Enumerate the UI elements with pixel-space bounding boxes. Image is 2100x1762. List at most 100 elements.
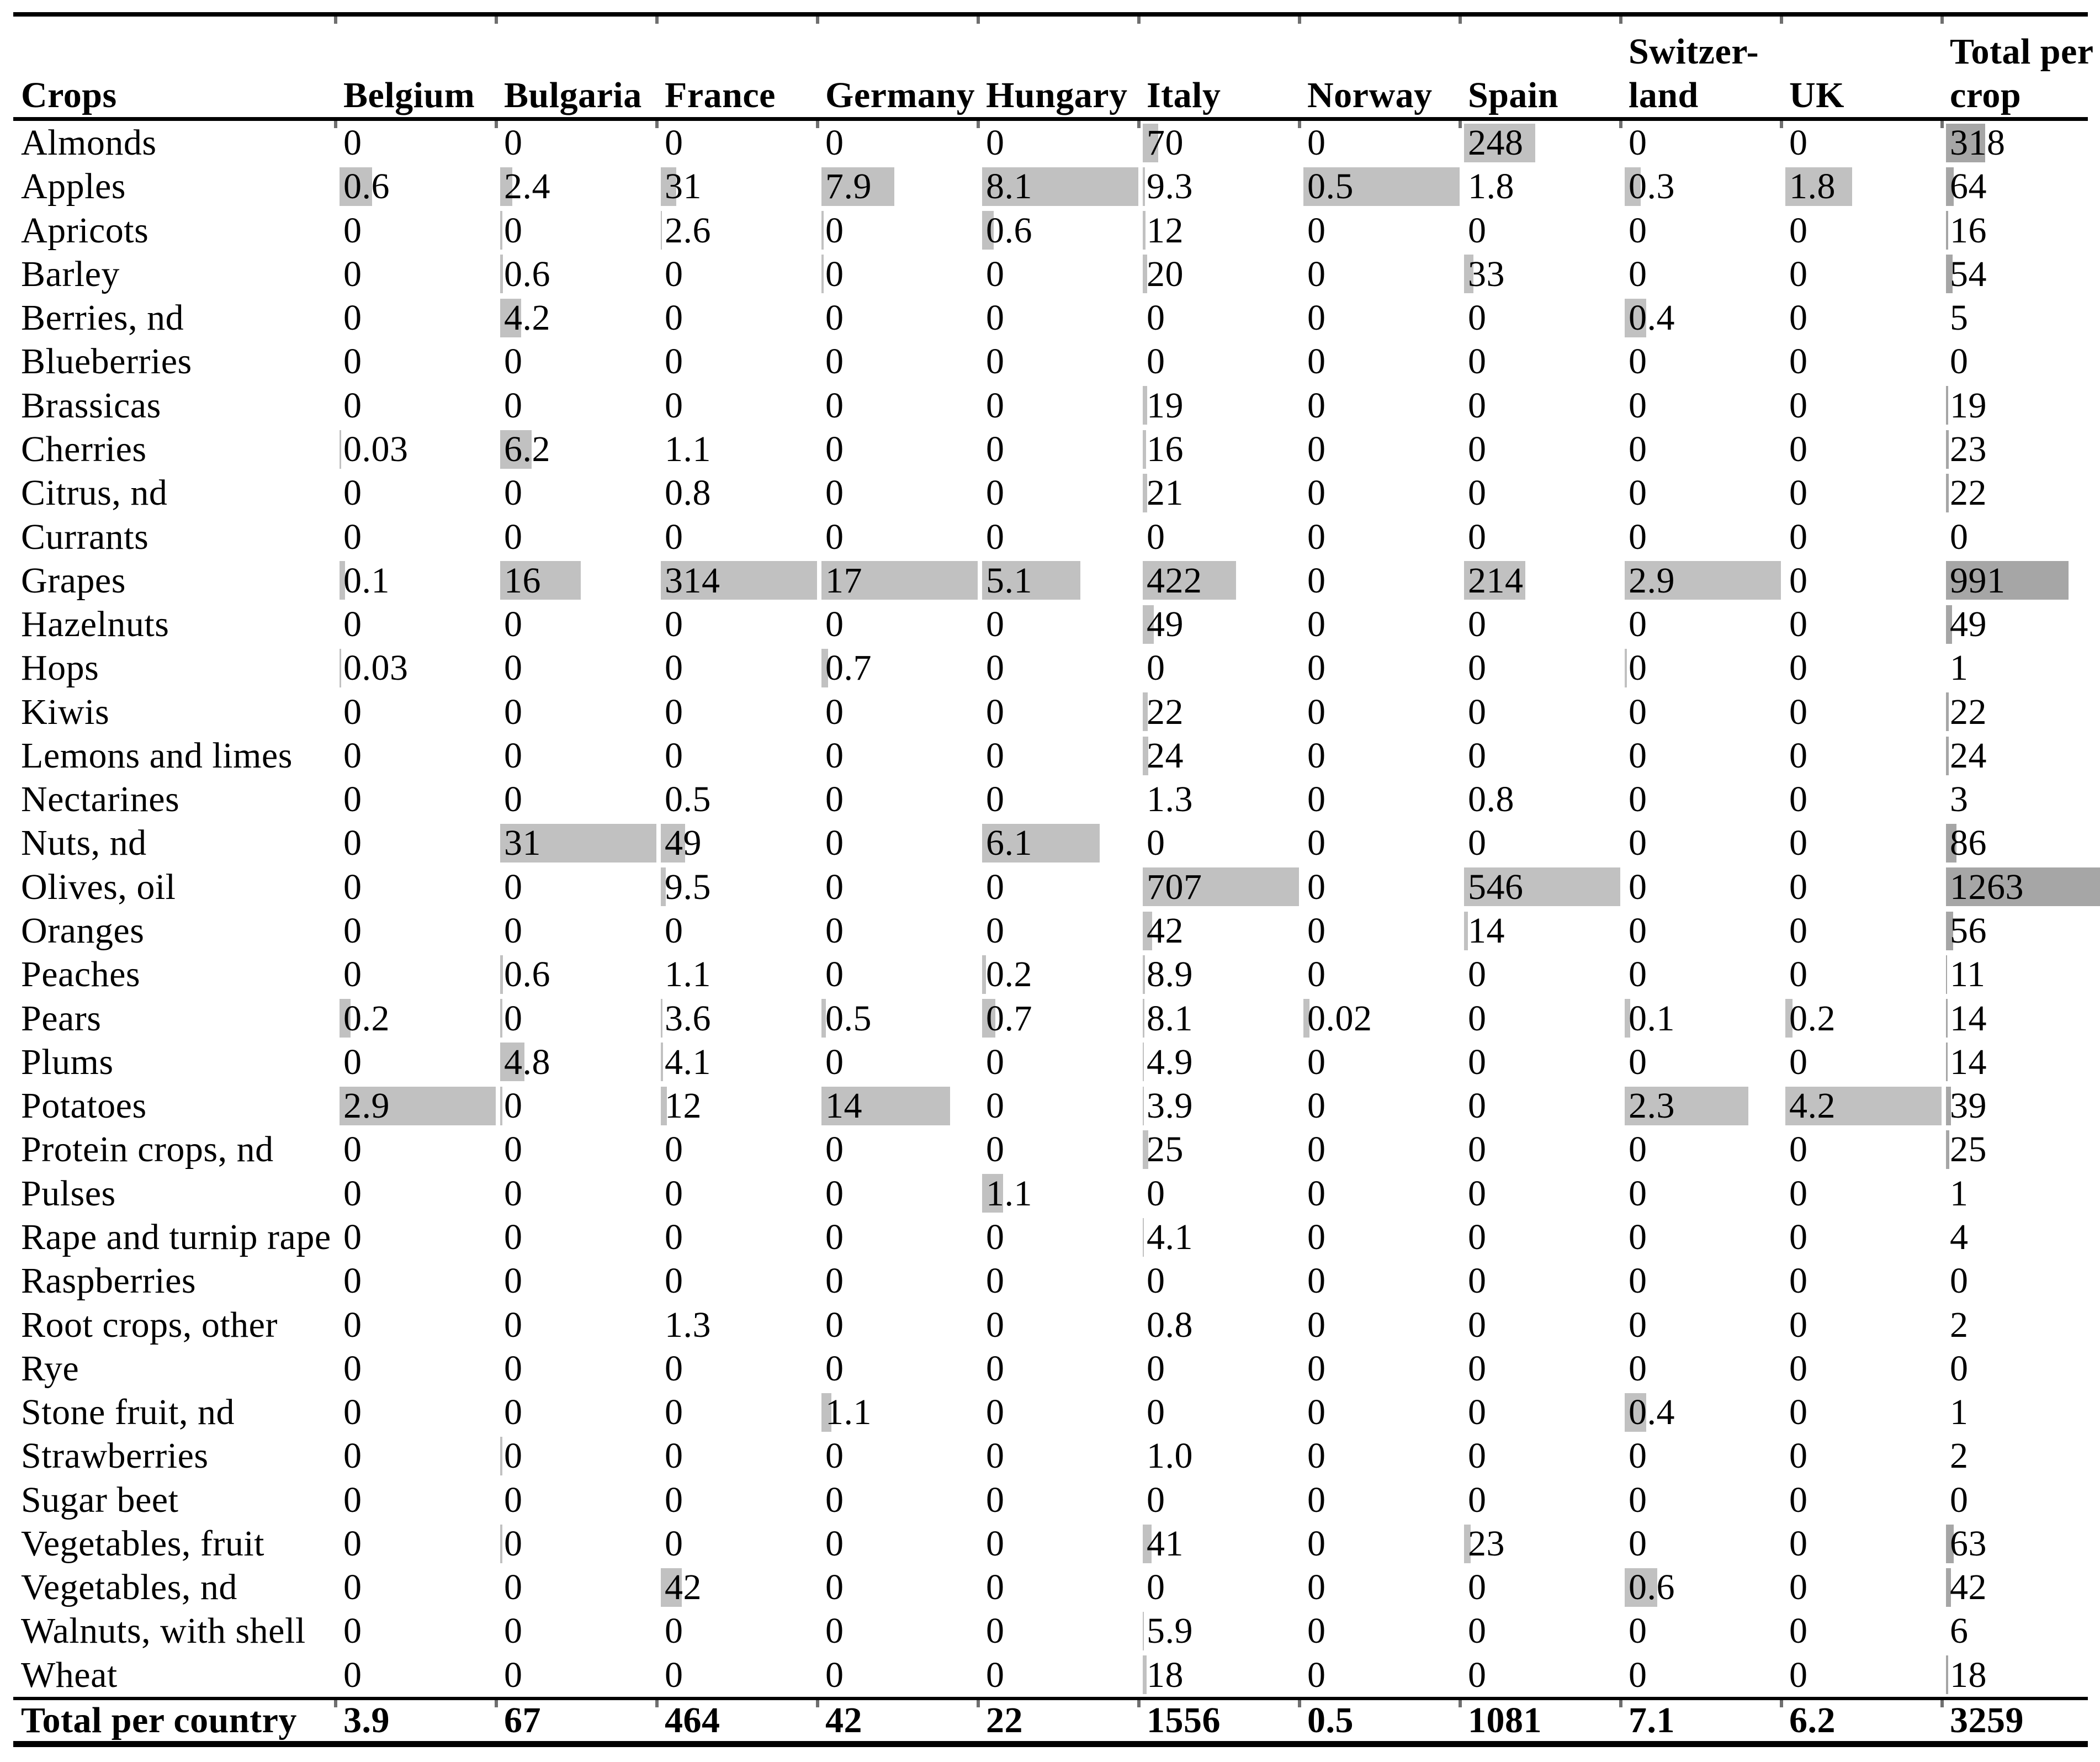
value-cell: 14 <box>1468 911 1505 951</box>
value-cell: 0 <box>1307 516 1326 557</box>
top-rule <box>13 12 2088 17</box>
value-cell: 0 <box>1468 1261 1487 1301</box>
table-row: Pulses 0 0 0 0 1.1 0 0 0 0 0 1 <box>0 1172 2100 1215</box>
value-cell: 0 <box>1307 123 1326 163</box>
value-cell: 0 <box>343 1479 362 1520</box>
data-bar <box>1625 561 1781 600</box>
value-cell: 9.3 <box>1147 166 1193 207</box>
value-cell: 0 <box>1468 1086 1487 1126</box>
data-bar <box>500 211 502 250</box>
value-cell: 0 <box>1629 1304 1647 1345</box>
data-bar <box>1946 167 1954 206</box>
table-row: Root crops, other 0 0 1.3 0 0 0.8 0 0 0 0 2 <box>0 1303 2100 1347</box>
value-cell: 0 <box>825 911 844 951</box>
value-cell: 19 <box>1147 385 1184 426</box>
value-cell: 3 <box>1950 779 1969 820</box>
data-bar <box>1143 561 1236 600</box>
value-cell: 12 <box>665 1086 702 1126</box>
value-cell: 22 <box>1950 691 1987 732</box>
table-row: Vegetables, fruit 0 0 0 0 0 41 0 23 0 0 63 <box>0 1522 2100 1565</box>
value-cell: 0 <box>1950 1479 1969 1520</box>
value-cell: 0 <box>1147 1567 1165 1608</box>
data-bar <box>1625 1568 1657 1607</box>
value-cell: 0.02 <box>1307 998 1372 1039</box>
boundary-tick <box>1940 121 1944 128</box>
column-header: crop <box>1950 75 2022 115</box>
data-bar <box>1785 1086 1942 1125</box>
value-cell: 0 <box>1629 1173 1647 1214</box>
value-cell: 248 <box>1468 123 1524 163</box>
value-cell: 0 <box>1147 1392 1165 1433</box>
data-bar <box>1143 911 1152 950</box>
crop-label: Rye <box>21 1348 79 1389</box>
value-cell: 0 <box>1789 473 1808 514</box>
boundary-tick <box>816 1700 819 1707</box>
value-cell: 0 <box>1307 1261 1326 1301</box>
value-cell: 0 <box>986 779 1005 820</box>
value-cell: 0 <box>986 385 1005 426</box>
total-value-cell: 42 <box>825 1700 862 1740</box>
crop-label: Blueberries <box>21 341 192 382</box>
value-cell: 0 <box>986 1261 1005 1301</box>
value-cell: 314 <box>665 560 720 601</box>
value-cell: 0 <box>986 428 1005 469</box>
value-cell: 318 <box>1950 123 2006 163</box>
data-bar <box>1143 211 1146 250</box>
value-cell: 0.6 <box>504 253 550 294</box>
value-cell: 0 <box>1307 1654 1326 1695</box>
table-row: Barley 0 0.6 0 0 0 20 0 33 0 0 54 <box>0 252 2100 296</box>
value-cell: 42 <box>665 1567 702 1608</box>
crop-label: Peaches <box>21 954 141 995</box>
boundary-tick <box>1619 121 1622 128</box>
value-cell: 56 <box>1950 911 1987 951</box>
value-cell: 0 <box>504 516 523 557</box>
value-cell: 0 <box>986 1654 1005 1695</box>
value-cell: 0.4 <box>1629 298 1675 338</box>
data-bar <box>1946 1655 1948 1695</box>
value-cell: 0 <box>1307 1216 1326 1257</box>
column-header: Belgium <box>343 75 475 115</box>
data-bar <box>1946 1524 1954 1563</box>
value-cell: 0 <box>1468 385 1487 426</box>
total-value-cell: 7.1 <box>1629 1700 1675 1740</box>
value-cell: 0 <box>1789 1261 1808 1301</box>
value-cell: 0 <box>825 1173 844 1214</box>
value-cell: 0 <box>1789 560 1808 601</box>
value-cell: 0 <box>1629 1348 1647 1389</box>
value-cell: 991 <box>1950 560 2006 601</box>
boundary-tick <box>1137 17 1141 24</box>
data-bar <box>1946 1130 1949 1169</box>
crop-label: Hazelnuts <box>21 604 169 645</box>
value-cell: 0 <box>504 691 523 732</box>
value-cell: 8.9 <box>1147 954 1193 995</box>
value-cell: 0 <box>1789 1611 1808 1652</box>
table-row: Wheat 0 0 0 0 0 18 0 0 0 0 18 <box>0 1653 2100 1697</box>
value-cell: 0 <box>1468 823 1487 864</box>
data-bar <box>982 1174 1003 1213</box>
value-cell: 0 <box>665 604 683 645</box>
value-cell: 0 <box>986 298 1005 338</box>
data-bar <box>1143 1043 1144 1082</box>
value-cell: 49 <box>1950 604 1987 645</box>
value-cell: 0 <box>1468 1611 1487 1652</box>
value-cell: 0 <box>1789 691 1808 732</box>
value-cell: 0 <box>1789 1479 1808 1520</box>
data-bar <box>1946 867 2100 907</box>
value-cell: 0 <box>665 1611 683 1652</box>
value-cell: 9.5 <box>665 866 711 907</box>
boundary-tick <box>1780 121 1783 128</box>
data-bar <box>500 298 521 337</box>
total-value-cell: 6.2 <box>1789 1700 1836 1740</box>
value-cell: 0 <box>986 648 1005 689</box>
value-cell: 2 <box>1950 1436 1969 1477</box>
value-cell: 0 <box>1307 253 1326 294</box>
value-cell: 0 <box>1629 691 1647 732</box>
column-header: Bulgaria <box>504 75 642 115</box>
value-cell: 0 <box>1789 1348 1808 1389</box>
data-bar <box>1625 999 1630 1038</box>
table-row: Nectarines 0 0 0.5 0 0 1.3 0 0.8 0 0 3 <box>0 777 2100 821</box>
value-cell: 0 <box>343 123 362 163</box>
value-cell: 0 <box>1468 998 1487 1039</box>
data-bar <box>1946 911 1953 950</box>
crop-label: Strawberries <box>21 1436 209 1477</box>
